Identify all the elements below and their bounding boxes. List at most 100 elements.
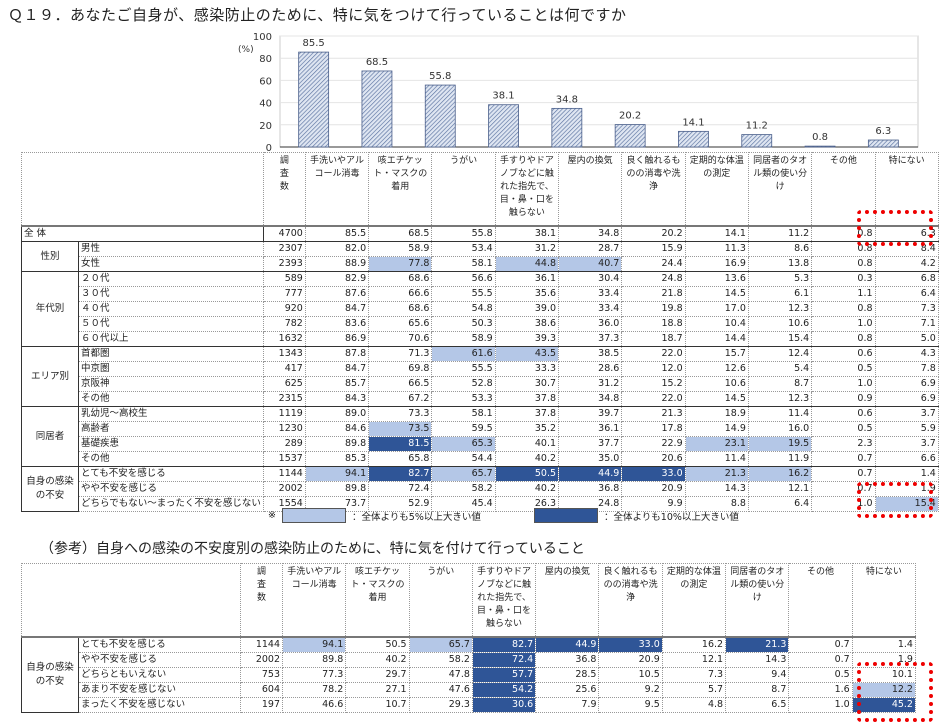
header-column: 特にない [851, 563, 916, 638]
header-column: 咳エチケット・マスクの着用 [345, 563, 410, 638]
value-cell: 50.5 [494, 466, 560, 482]
value-cell: 21.3 [684, 466, 749, 482]
value-cell: 0.7 [811, 466, 876, 482]
value-cell: 89.8 [304, 481, 370, 497]
bar-chart: 0 20 40 60 80 100 (%) 85.5 68.5 55.8 38.1 34.8 20.2 1… [238, 32, 919, 152]
value-cell: 40.2 [494, 451, 560, 467]
sample-size: 1632 [262, 331, 306, 347]
header-column: 屋内の換気 [558, 152, 623, 227]
value-cell: 0.6 [811, 346, 876, 362]
value-cell: 72.4 [368, 481, 433, 497]
value-cell: 88.9 [304, 256, 370, 272]
value-cell: 13.6 [684, 271, 749, 287]
value-cell: 66.5 [368, 376, 433, 392]
table-row: 女性 2393 88.9 77.8 58.1 44.8 40.7 24.4 16.9 13.8 0.… [22, 256, 939, 272]
table-row: あまり不安を感じない 604 78.2 27.1 47.6 54.2 25.6 9.2 5.7 8… [22, 682, 916, 698]
value-cell: 11.9 [747, 451, 813, 467]
value-cell: 4.3 [874, 346, 939, 362]
sample-size: 2002 [262, 481, 306, 497]
value-cell: 28.7 [558, 241, 623, 257]
value-cell: 82.7 [471, 636, 537, 653]
highlight-box [857, 482, 933, 518]
bar [741, 134, 773, 148]
value-cell: 12.3 [747, 391, 813, 407]
value-cell: 87.6 [304, 286, 370, 302]
group-label: 全 体 [21, 225, 264, 242]
value-cell: 15.2 [621, 376, 686, 392]
value-cell: 50.3 [431, 316, 496, 332]
value-cell: 1.0 [811, 376, 876, 392]
bar [361, 70, 393, 148]
value-cell: 56.6 [431, 271, 496, 287]
sample-size: 1144 [240, 636, 283, 653]
value-cell: 39.0 [494, 301, 560, 317]
value-cell: 73.3 [368, 406, 433, 422]
value-cell: 14.5 [684, 391, 749, 407]
value-cell: 82.0 [304, 241, 370, 257]
value-cell: 25.6 [535, 682, 600, 698]
group-label: エリア別 [21, 346, 79, 407]
value-cell: 0.7 [788, 652, 853, 668]
value-cell: 1.1 [811, 286, 876, 302]
value-cell: 22.9 [621, 436, 686, 452]
value-cell: 7.9 [535, 697, 600, 713]
value-cell: 15.7 [684, 346, 749, 362]
value-cell: 44.9 [535, 636, 600, 653]
data-label: 68.5 [366, 57, 388, 68]
value-cell: 33.4 [558, 301, 623, 317]
value-cell: 19.8 [621, 301, 686, 317]
value-cell: 6.5 [725, 697, 790, 713]
value-cell: 8.6 [747, 241, 813, 257]
value-cell: 12.0 [621, 361, 686, 377]
value-cell: 46.6 [281, 697, 347, 713]
table-row: ６０代以上 1632 86.9 70.6 58.9 39.3 37.3 18.7 14.4 15.… [22, 331, 939, 347]
value-cell: 0.8 [811, 256, 876, 272]
value-cell: 0.5 [811, 421, 876, 437]
value-cell: 16.2 [661, 636, 727, 653]
value-cell: 55.5 [431, 361, 496, 377]
value-cell: 1.4 [851, 636, 916, 653]
value-cell: 10.4 [684, 316, 749, 332]
value-cell: 11.3 [684, 241, 749, 257]
value-cell: 68.6 [368, 301, 433, 317]
header-column: 手すりやドアノブなどに触れた指先で、目・鼻・口を触らない [494, 152, 560, 227]
value-cell: 22.0 [621, 346, 686, 362]
row-label: 乳幼児～高校生 [78, 406, 264, 422]
value-cell: 11.4 [684, 451, 749, 467]
value-cell: 37.8 [494, 391, 560, 407]
value-cell: 78.2 [281, 682, 347, 698]
value-cell: 16.0 [747, 421, 813, 437]
row-label: あまり不安を感じない [78, 682, 241, 698]
value-cell: 94.1 [281, 636, 347, 653]
value-cell: 9.4 [725, 667, 790, 683]
bar [804, 145, 836, 148]
value-cell: 1.6 [788, 682, 853, 698]
table-row: どちらともいえない 753 77.3 29.7 47.8 57.7 28.5 10.5 7.3 9… [22, 667, 916, 683]
header-row: 調査数 手洗いやアルコール消毒 咳エチケット・マスクの着用 うがい 手すりやドアノブなど… [21, 152, 939, 227]
value-cell: 17.8 [621, 421, 686, 437]
value-cell: 33.0 [621, 466, 686, 482]
y-tick-label: 0 [266, 143, 272, 152]
value-cell: 12.4 [747, 346, 813, 362]
value-cell: 29.3 [408, 697, 473, 713]
value-cell: 65.7 [408, 636, 473, 653]
value-cell: 27.1 [345, 682, 410, 698]
value-cell: 65.8 [368, 451, 433, 467]
value-cell: 94.1 [304, 466, 370, 482]
value-cell: 14.3 [684, 481, 749, 497]
value-cell: 67.2 [368, 391, 433, 407]
value-cell: 34.8 [558, 391, 623, 407]
table-row: エリア別 首都圏 1343 87.8 71.3 61.6 43.5 38.5 22.0 15.7 1… [21, 346, 939, 407]
value-cell: 37.3 [558, 331, 623, 347]
row-label: とても不安を感じる [78, 466, 264, 482]
data-label: 0.8 [812, 132, 828, 143]
table-row: やや不安を感じる 2002 89.8 40.2 58.2 72.4 36.8 20.9 12.1… [22, 652, 916, 668]
value-cell: 68.6 [368, 271, 433, 287]
legend-swatch-light [281, 508, 346, 523]
value-cell: 44.9 [558, 466, 623, 482]
value-cell: 5.7 [661, 682, 727, 698]
value-cell: 0.5 [811, 361, 876, 377]
question-title: Ｑ１９．あなたご自身が、感染防止のために、特に気をつけて行っていることは何ですか [8, 6, 627, 24]
value-cell: 12.1 [661, 652, 727, 668]
value-cell: 16.2 [747, 466, 813, 482]
